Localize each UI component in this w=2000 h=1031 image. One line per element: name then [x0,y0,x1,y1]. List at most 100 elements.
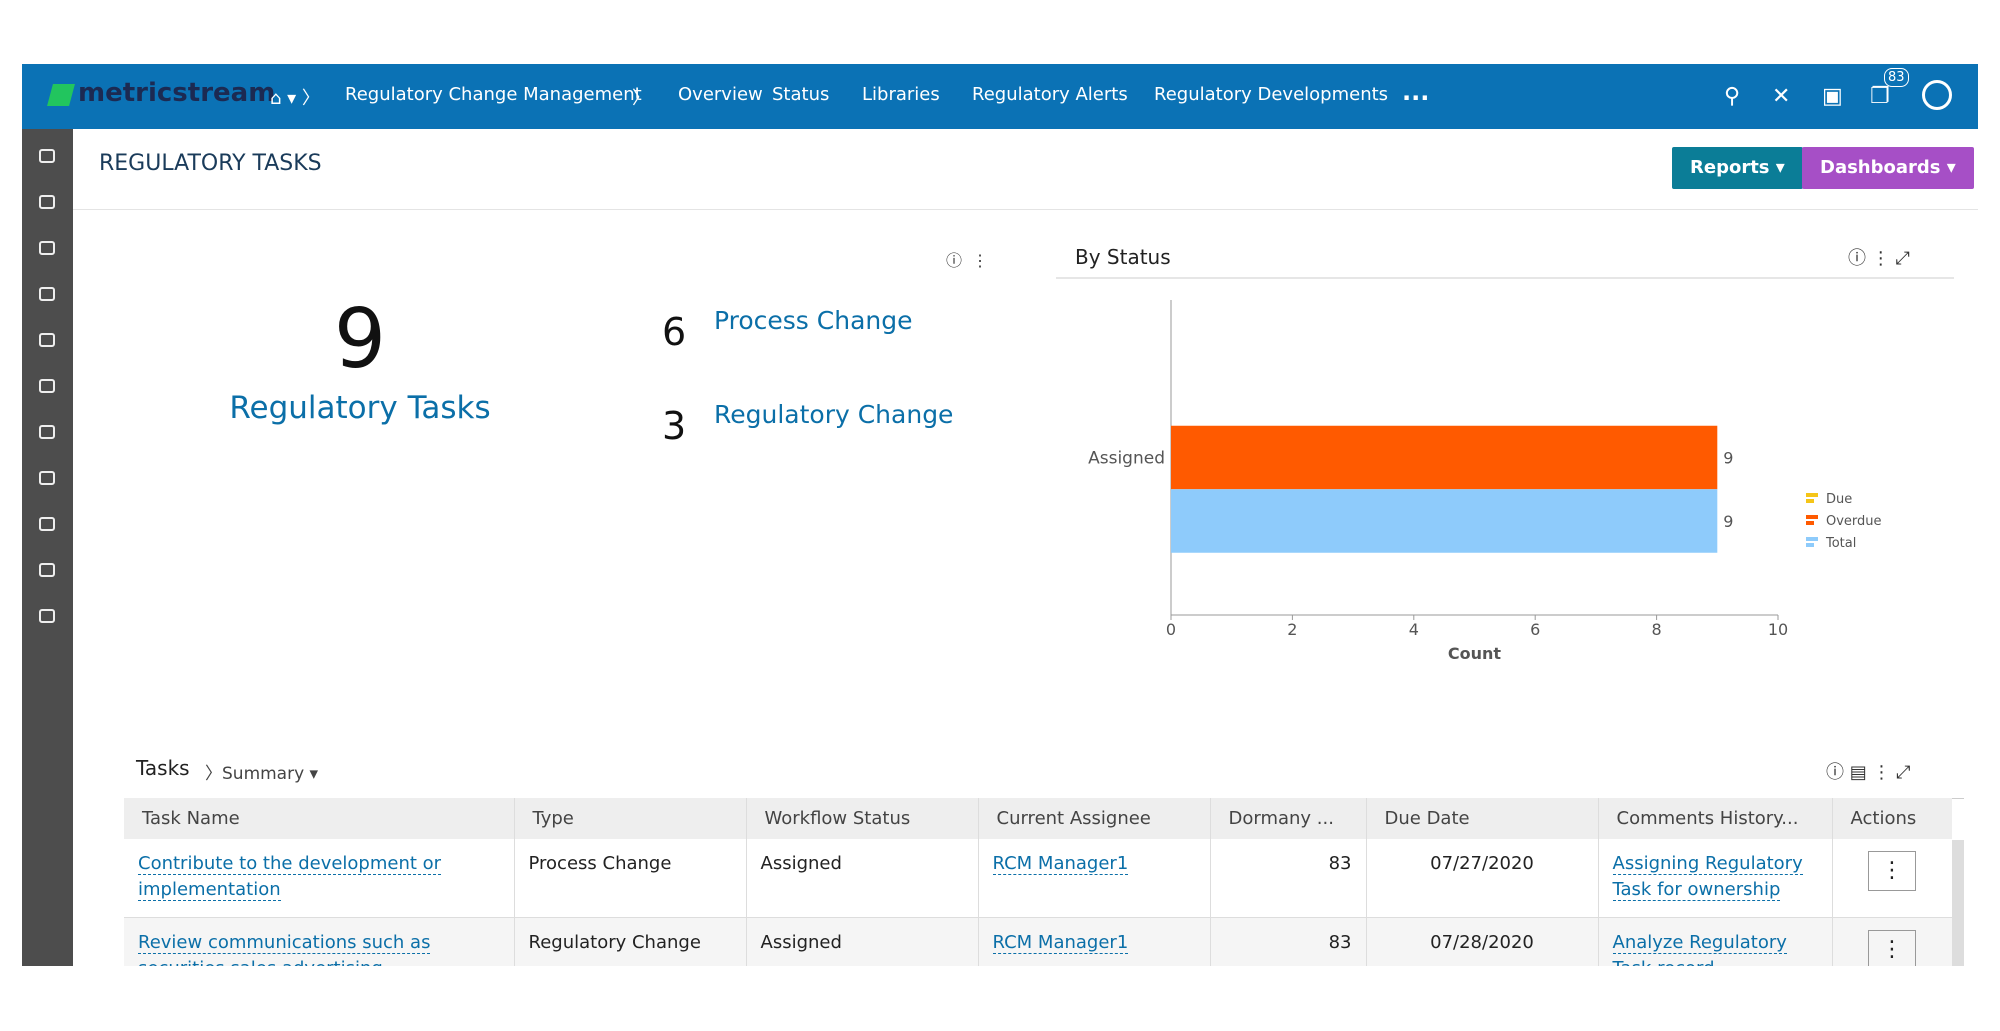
page-title: REGULATORY TASKS [99,151,322,176]
table-row: Contribute to the development or impleme… [124,839,1952,918]
summary-label[interactable]: Process Change [714,306,913,335]
view-label: Summary [222,764,305,784]
scrollbar [1952,840,1964,966]
sidebar [22,129,73,966]
tasks-table: Task Name Type Workflow Status Current Assi… [124,798,1952,966]
cell: Assigning Regulatory Task for ownership [1598,839,1833,918]
reports-button[interactable]: Reports ▾ [1672,147,1803,189]
tasks-icon[interactable]: ❐ [1870,84,1890,109]
sidebar-icon[interactable] [39,563,55,577]
search-icon[interactable]: ⚲ [1724,84,1741,109]
app-frame: metricstream ⌂ ▾ 〉 Regulatory Change Man… [22,64,1978,966]
nav-item[interactable]: Status [772,84,830,105]
cell-link[interactable]: Review communications such as securities… [138,932,431,966]
sidebar-icon[interactable] [39,333,55,347]
bar [1171,425,1718,490]
cell: 07/27/2020 [1366,839,1599,918]
cell: 83 [1210,839,1367,918]
view-selector[interactable]: 〉Summary ▾ [205,764,319,784]
sidebar-icon[interactable] [39,609,55,623]
actions-button[interactable]: ⋮ [1868,930,1916,966]
legend-swatch [1806,537,1818,541]
home-icon[interactable]: ⌂ ▾ 〉 [270,88,320,109]
actions-button[interactable]: ⋮ [1868,851,1916,891]
cell: Regulatory Change [514,917,747,966]
summary-count: 6 [662,310,687,354]
summary-label[interactable]: Regulatory Change [714,400,954,429]
cell-text: 07/27/2020 [1430,853,1534,874]
chevron: 〉 [632,88,650,109]
actions-cell: ⋮ [1832,839,1952,918]
sidebar-icon[interactable] [39,379,55,393]
cell-text: Assigned [760,853,842,874]
total-count: 9 [333,292,387,387]
dashboards-button[interactable]: Dashboards ▾ [1802,147,1974,189]
x-tick-label: 0 [1166,620,1176,639]
page-header: REGULATORY TASKS ? [73,129,1978,210]
sidebar-icon[interactable] [39,195,55,209]
x-tick-label: 4 [1409,620,1419,639]
sidebar-icon[interactable] [39,517,55,531]
header-row: Task Name Type Workflow Status Current Assi… [124,798,1952,839]
cell-text: 83 [1328,932,1352,953]
sidebar-icon[interactable] [39,425,55,439]
total-label[interactable]: Regulatory Tasks [229,390,491,426]
cell-link[interactable]: RCM Manager1 [992,853,1129,875]
cell-link[interactable]: RCM Manager1 [992,932,1129,954]
breadcrumb[interactable]: Regulatory Change Management [345,84,642,105]
legend-label: Due [1826,492,1852,507]
table-wrap: Task Name Type Workflow Status Current Assi… [124,798,1952,966]
sidebar-icon[interactable] [39,471,55,485]
y-tick-label: Assigned [1088,449,1165,469]
actions-cell: ⋮ [1832,917,1952,966]
cell: RCM Manager1 [978,917,1211,966]
chart-tools[interactable]: ⓘ ⋮ ⤢ [1848,248,1910,269]
cell-text: 83 [1328,853,1352,874]
sidebar-icon[interactable] [39,149,55,163]
x-tick-label: 10 [1768,620,1788,639]
column-header: Actions [1832,798,1952,839]
calendar-icon[interactable]: ▣ [1822,84,1843,109]
legend-swatch [1806,543,1814,547]
table-body: Contribute to the development or impleme… [124,839,1952,966]
dashboards-label: Dashboards [1820,157,1941,178]
nav-item[interactable]: Libraries [862,84,940,105]
legend-swatch [1806,521,1814,525]
cell-link[interactable]: Contribute to the development or impleme… [138,853,442,901]
nav-item[interactable]: Regulatory Developments [1154,84,1389,105]
tools-icon[interactable]: ✕ [1772,84,1791,109]
x-tick-label: 8 [1652,620,1662,639]
cell-link[interactable]: Analyze Regulatory Task record [1612,932,1787,966]
brand[interactable]: metricstream [78,78,276,108]
summary-count: 3 [662,404,687,448]
tasks-title: Tasks [136,756,190,780]
legend-label: Overdue [1826,514,1882,529]
x-tick-label: 2 [1287,620,1297,639]
panel-tools[interactable]: ⓘ ⋮ [946,251,989,270]
column-header: Comments History... [1598,798,1833,839]
more-menu[interactable]: ... [1402,78,1430,106]
table-row: Review communications such as securities… [124,917,1952,966]
nav-item[interactable]: Regulatory Alerts [972,84,1128,105]
cell: Assigned [746,917,979,966]
cell: Analyze Regulatory Task record [1598,917,1833,966]
column-header: Type [514,798,747,839]
column-header: Current Assignee [978,798,1211,839]
cell-link[interactable]: Assigning Regulatory Task for ownership [1612,853,1803,901]
legend-label: Total [1825,536,1856,551]
cell-text: Regulatory Change [528,932,701,953]
column-header: Task Name [124,798,515,839]
chart: By Status ⓘ ⋮ ⤢ 0 2 4 6 8 10 Count Assigned 9 9 Du… [1056,245,1954,663]
sidebar-icon[interactable] [39,241,55,255]
table-tools[interactable]: ⓘ ▤ ⋮ ⤢ [1826,762,1911,783]
cell: Contribute to the development or impleme… [124,839,515,918]
cell: RCM Manager1 [978,839,1211,918]
nav-item[interactable]: Overview [678,84,763,105]
cell: Assigned [746,839,979,918]
cell: Process Change [514,839,747,918]
user-avatar[interactable] [1922,80,1952,110]
x-tick-label: 6 [1530,620,1540,639]
legend-swatch [1806,499,1814,503]
sidebar-icon[interactable] [39,287,55,301]
